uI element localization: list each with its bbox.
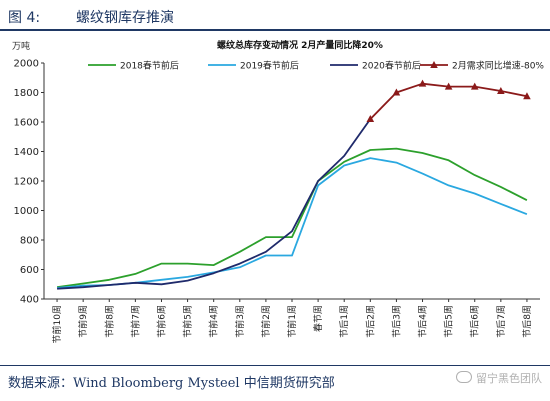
y-tick-label: 1200 xyxy=(14,177,39,188)
y-tick-label: 2000 xyxy=(14,59,39,70)
footer-rule xyxy=(0,365,550,366)
series-line-3 xyxy=(57,118,372,290)
series-point-4 xyxy=(392,88,401,96)
y-tick-label: 1600 xyxy=(14,118,39,129)
series-point-4 xyxy=(366,115,375,123)
series-point-4 xyxy=(523,92,531,100)
x-tick-label: 节前8周 xyxy=(103,305,115,338)
brand-name: 留宁黑色团队 xyxy=(476,372,542,385)
wechat-icon xyxy=(456,371,472,383)
x-tick-label: 节前2周 xyxy=(260,305,272,338)
plot-frame xyxy=(43,63,540,300)
x-tick-label: 节后6周 xyxy=(470,305,481,338)
y-tick-label: 1400 xyxy=(14,147,39,158)
series-point-4 xyxy=(497,87,505,95)
x-tick-label: 节前5周 xyxy=(182,305,194,338)
y-axis: 400 600 800 1000 1200 1400 1600 1800 2000 xyxy=(14,59,44,306)
series-point-4 xyxy=(418,79,427,87)
series-line-1 xyxy=(56,147,528,289)
series-point-4 xyxy=(470,82,479,90)
header-rule xyxy=(0,29,550,31)
y-tick-label: 400 xyxy=(20,295,39,306)
x-tick-label: 春节周 xyxy=(312,305,324,332)
series-layer xyxy=(56,79,531,290)
legend-label-2: 2019春节前后 xyxy=(240,60,299,72)
series-point-4 xyxy=(444,82,453,90)
x-tick-label: 节前10周 xyxy=(51,305,63,343)
figure-title: 螺纹钢库存推演 xyxy=(76,10,174,26)
figure-header: 图 4: 螺纹钢库存推演 xyxy=(0,0,550,31)
x-tick-label: 节前9周 xyxy=(77,305,89,338)
legend-marker-4 xyxy=(430,61,438,68)
x-tick-label: 节后2周 xyxy=(365,305,376,338)
x-axis: 节前10周 节前9周 节前8周 节前7周 节前6周 节前5周 节前4周 节前3周 节前2周 节前1… xyxy=(51,299,533,343)
brand-watermark: 留宁黑色团队 xyxy=(456,370,542,386)
legend-label-4: 2月需求同比增速-80% xyxy=(452,60,544,72)
x-tick-label: 节前7周 xyxy=(129,305,141,338)
data-source-note: 数据来源：Wind Bloomberg Mysteel 中信期货研究部 xyxy=(8,376,335,391)
legend-label-3: 2020春节前后 xyxy=(362,60,421,72)
x-tick-label: 节前1周 xyxy=(286,305,298,338)
x-tick-label: 节后4周 xyxy=(418,305,429,338)
x-tick-label: 节前4周 xyxy=(208,305,220,338)
x-tick-label: 节后7周 xyxy=(496,305,507,338)
y-tick-label: 1800 xyxy=(14,88,39,99)
chart-title: 螺纹总库存变动情况 2月产量同比降20% xyxy=(217,39,383,51)
x-tick-label: 节前6周 xyxy=(155,305,167,338)
x-tick-label: 节后8周 xyxy=(522,305,533,338)
y-tick-label: 800 xyxy=(20,236,39,247)
x-tick-label: 节后5周 xyxy=(444,305,455,338)
x-tick-label: 节后3周 xyxy=(391,305,402,338)
series-line-2 xyxy=(57,157,528,289)
y-axis-label: 万吨 xyxy=(12,40,30,52)
y-tick-label: 1000 xyxy=(14,206,39,217)
x-tick-label: 节后1周 xyxy=(339,305,350,338)
y-tick-label: 600 xyxy=(20,265,39,276)
figure-number: 图 4: xyxy=(8,10,41,26)
x-tick-label: 节前3周 xyxy=(234,305,246,338)
line-chart: 400600800100012001400160018002000 节前10周节… xyxy=(12,39,544,343)
chart-legend: 2018春节前后 2019春节前后 2020春节前后 2月需求同比增速-80% xyxy=(88,60,544,72)
legend-label-1: 2018春节前后 xyxy=(120,60,179,72)
